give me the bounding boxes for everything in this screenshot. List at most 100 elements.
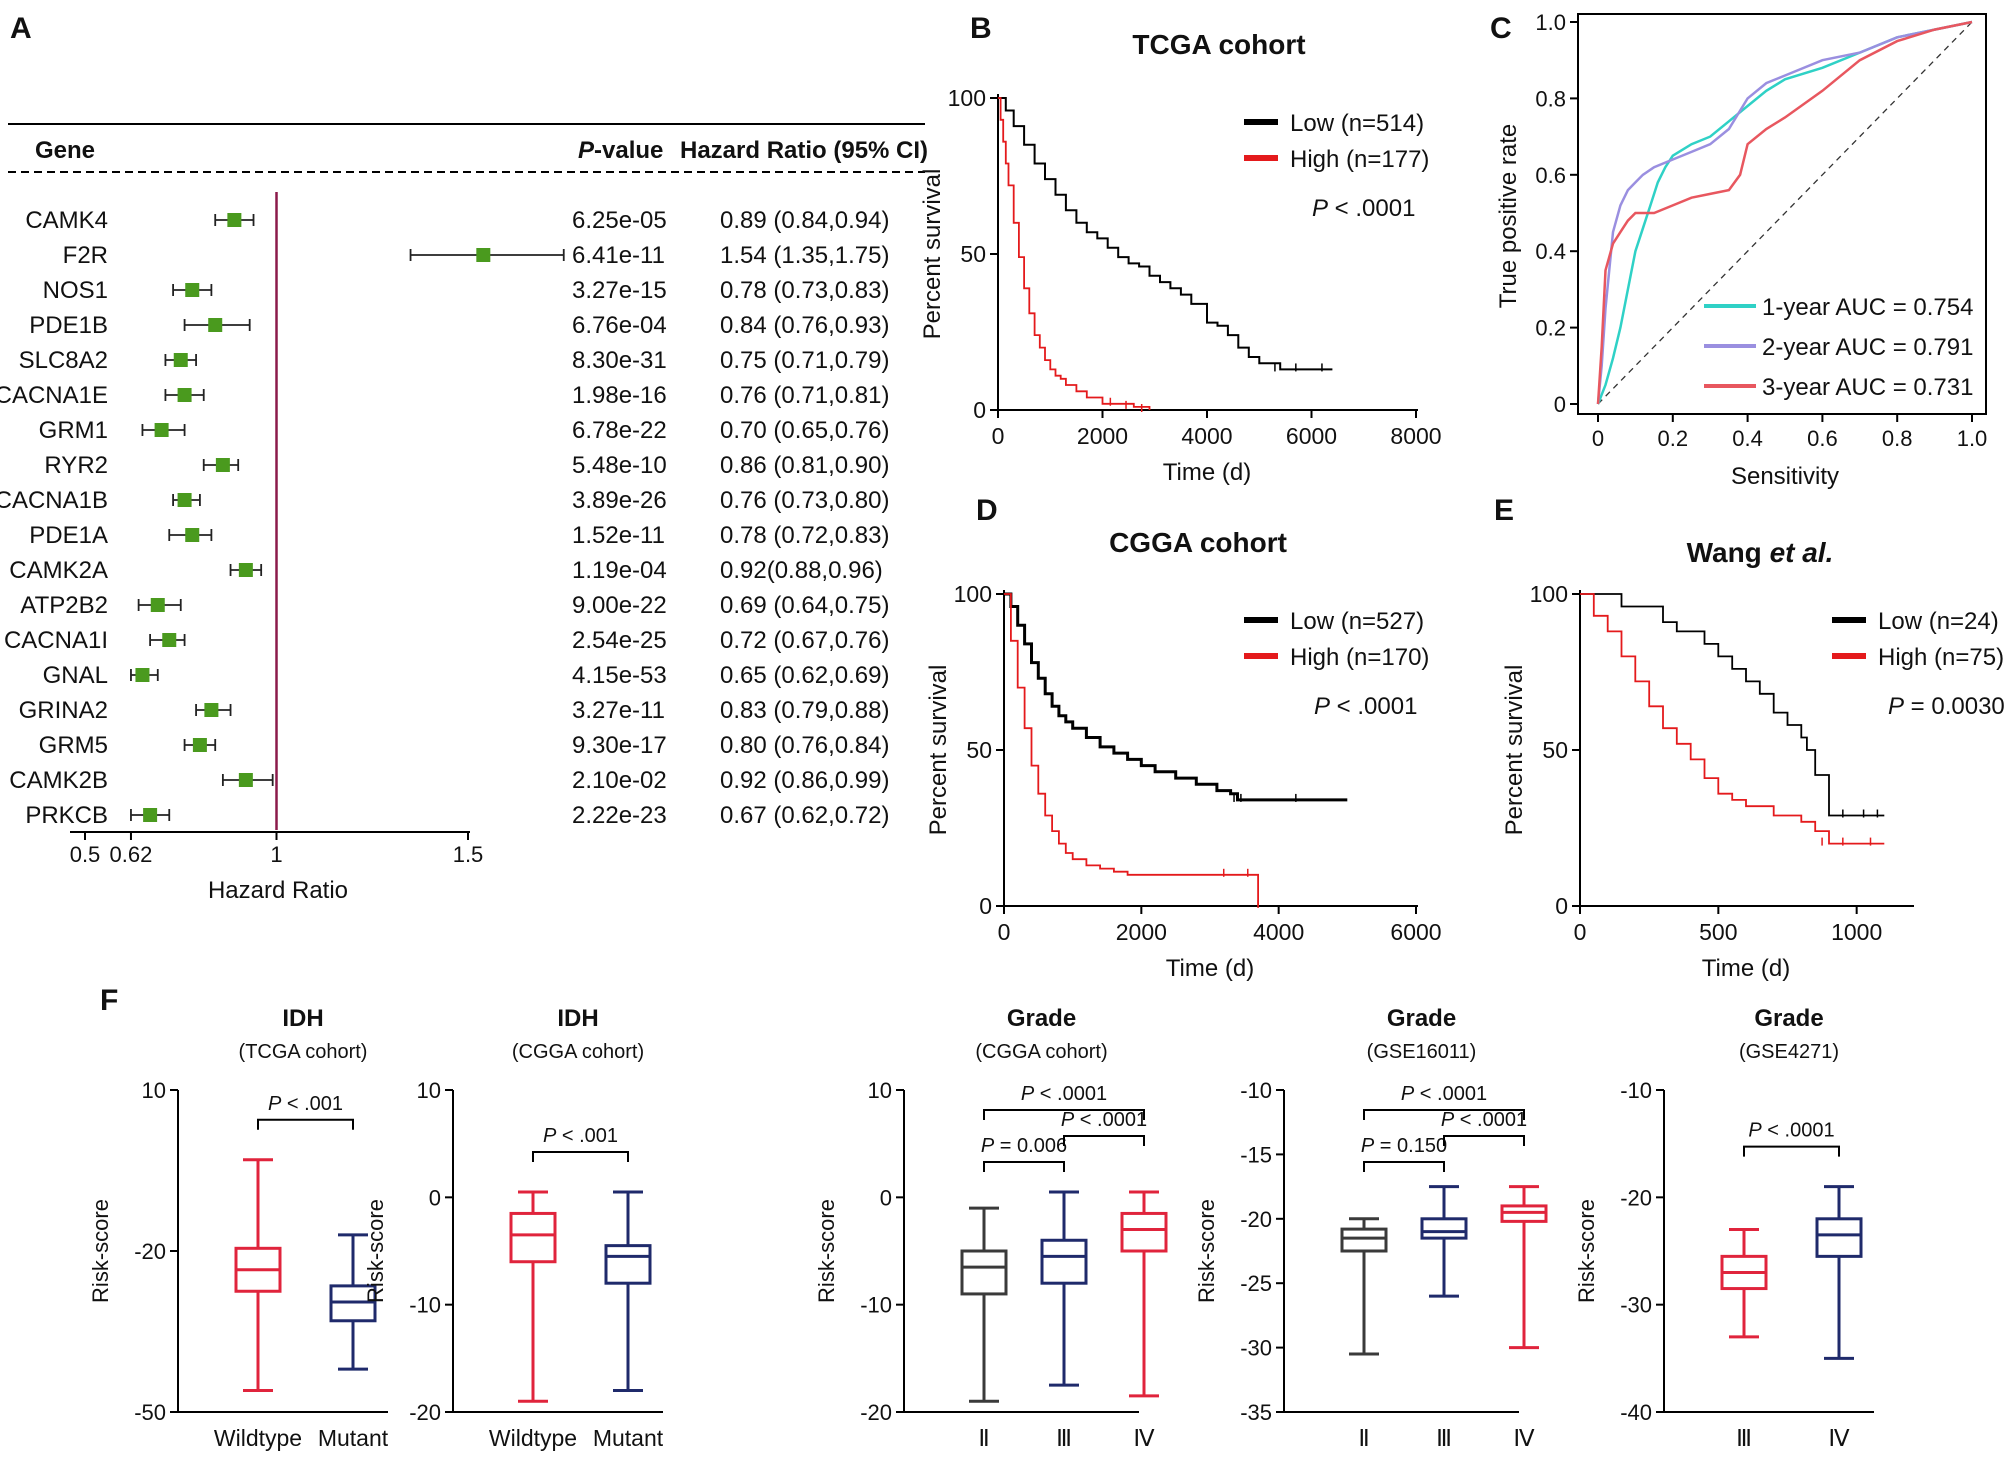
forest-gene-label: CAMK4 [25, 207, 108, 234]
km-y-tick-label: 50 [966, 737, 992, 763]
forest-point [204, 703, 219, 717]
roc-x-axis-label: Sensitivity [1731, 463, 1839, 490]
km-x-tick-label: 0 [998, 919, 1011, 945]
km-legend-label: High (n=75) [1878, 644, 2004, 671]
box-group-label: Wildtype [214, 1425, 302, 1451]
box-group-label: Mutant [593, 1425, 664, 1451]
km-x-tick-label: 0 [992, 423, 1005, 449]
forest-pvalue: 3.89e-26 [572, 487, 667, 514]
km-x-tick-label: 0 [1574, 919, 1587, 945]
km-x-tick-label: 8000 [1390, 423, 1441, 449]
forest-point [215, 458, 230, 472]
box-y-axis-label: Risk-score [88, 1199, 113, 1303]
box-comparison-bracket [1443, 1135, 1525, 1146]
panel-letter-d: D [976, 494, 998, 527]
forest-pvalue: 1.52e-11 [572, 522, 665, 549]
box-title: Grade [1387, 1005, 1456, 1032]
forest-header-gene: Gene [35, 137, 95, 164]
forest-gene-label: GRM5 [39, 732, 108, 759]
box-comparison-label: P < .0001 [1748, 1120, 1834, 1142]
forest-point [177, 493, 192, 507]
box-comparison-label: P < .0001 [1021, 1083, 1107, 1105]
box-y-tick-label: -20 [1620, 1185, 1652, 1210]
box-iqr [1815, 1217, 1863, 1258]
roc-y-tick-label: 0.8 [1535, 86, 1566, 111]
km-legend-label: Low (n=527) [1290, 608, 1424, 635]
box-group-label: Ⅳ [1513, 1425, 1535, 1451]
km-curve-high [1004, 593, 1259, 906]
forest-hr-ci: 0.83 (0.79,0.88) [720, 697, 889, 724]
forest-hr-ci: 0.67 (0.62,0.72) [720, 802, 889, 829]
roc-y-axis-label: True positive rate [1495, 124, 1522, 309]
forest-gene-label: CACNA1I [4, 627, 108, 654]
forest-point [476, 248, 491, 262]
box-y-tick-label: -30 [1620, 1293, 1652, 1318]
forest-gene-label: SLC8A2 [19, 347, 108, 374]
box-subtitle: (TCGA cohort) [239, 1041, 368, 1063]
box-group-label: Ⅲ [1436, 1425, 1452, 1451]
km-x-tick-label: 4000 [1181, 423, 1232, 449]
km-plot-cgga: CGGA cohort 0 50 100 0 2000 4000 6000 Time (d) Pe… [925, 527, 1442, 982]
box-y-tick-label: -50 [134, 1400, 166, 1425]
roc-diagonal [1597, 21, 1973, 405]
forest-pvalue: 5.48e-10 [572, 452, 667, 479]
forest-x-tick-label: 0.5 [70, 842, 101, 867]
roc-y-tick-label: 0.2 [1535, 316, 1566, 341]
km-x-tick-label: 6000 [1286, 423, 1337, 449]
km-legend-label: High (n=177) [1290, 146, 1429, 173]
forest-hr-ci: 0.80 (0.76,0.84) [720, 732, 889, 759]
forest-x-tick-label: 0.62 [110, 842, 153, 867]
box-iqr [509, 1211, 557, 1264]
box-comparison-bracket [532, 1150, 629, 1162]
box-group-label: Ⅳ [1828, 1425, 1850, 1451]
box-group-label: Mutant [318, 1425, 389, 1451]
forest-gene-label: CACNA1B [0, 487, 108, 514]
box-y-tick-label: 0 [429, 1185, 441, 1210]
box-subtitle: (CGGA cohort) [975, 1041, 1107, 1063]
box-title: IDH [282, 1005, 323, 1032]
roc-y-tick-label: 0 [1554, 392, 1566, 417]
box-y-tick-label: -10 [860, 1293, 892, 1318]
box-group-label: Wildtype [489, 1425, 577, 1451]
forest-gene-label: RYR2 [44, 452, 108, 479]
forest-hr-ci: 0.76 (0.71,0.81) [720, 382, 889, 409]
box-iqr [1040, 1238, 1088, 1285]
box-iqr [604, 1244, 652, 1285]
forest-point [185, 528, 200, 542]
km-y-tick-label: 0 [979, 893, 992, 919]
forest-gene-label: PDE1B [29, 312, 108, 339]
box-comparison-label: P < .0001 [1401, 1083, 1487, 1105]
forest-point [135, 668, 150, 682]
km-x-tick-label: 1000 [1831, 919, 1882, 945]
km-y-tick-label: 0 [1555, 893, 1568, 919]
panel-letter-c: C [1490, 12, 1512, 45]
forest-gene-label: GNAL [43, 662, 108, 689]
km-x-tick-label: 500 [1699, 919, 1737, 945]
forest-gene-label: PDE1A [29, 522, 108, 549]
km-title: Wang et al. [1687, 537, 1834, 568]
km-x-axis-label: Time (d) [1166, 955, 1254, 982]
forest-point [227, 213, 242, 227]
forest-hr-ci: 1.54 (1.35,1.75) [720, 242, 889, 269]
roc-x-tick-label: 0 [1592, 426, 1604, 451]
box-title: IDH [557, 1005, 598, 1032]
forest-pvalue: 2.54e-25 [572, 627, 667, 654]
roc-legend-label: 2-year AUC = 0.791 [1762, 334, 1973, 361]
box-iqr [960, 1249, 1008, 1296]
box-comparison-bracket [257, 1118, 354, 1130]
forest-plot: Gene P-value Hazard Ratio (95% CI) CAMK4 6.2… [0, 123, 928, 904]
box-comparison-bracket [1063, 1135, 1145, 1146]
km-x-tick-label: 6000 [1390, 919, 1441, 945]
forest-hr-ci: 0.89 (0.84,0.94) [720, 207, 889, 234]
km-y-axis-label: Percent survival [1501, 665, 1528, 836]
box-iqr [1120, 1211, 1168, 1253]
roc-x-tick-label: 0.4 [1732, 426, 1763, 451]
roc-plot: 0 0.2 0.4 0.6 0.8 1.0 0 0.2 0.4 0.6 0.8 1.0 Sensitiv… [1495, 10, 1987, 490]
forest-gene-label: GRINA2 [19, 697, 108, 724]
forest-hr-ci: 0.92 (0.86,0.99) [720, 767, 889, 794]
box-comparison-bracket [983, 1109, 1145, 1120]
forest-gene-label: CAMK2A [9, 557, 108, 584]
forest-point [192, 738, 207, 752]
